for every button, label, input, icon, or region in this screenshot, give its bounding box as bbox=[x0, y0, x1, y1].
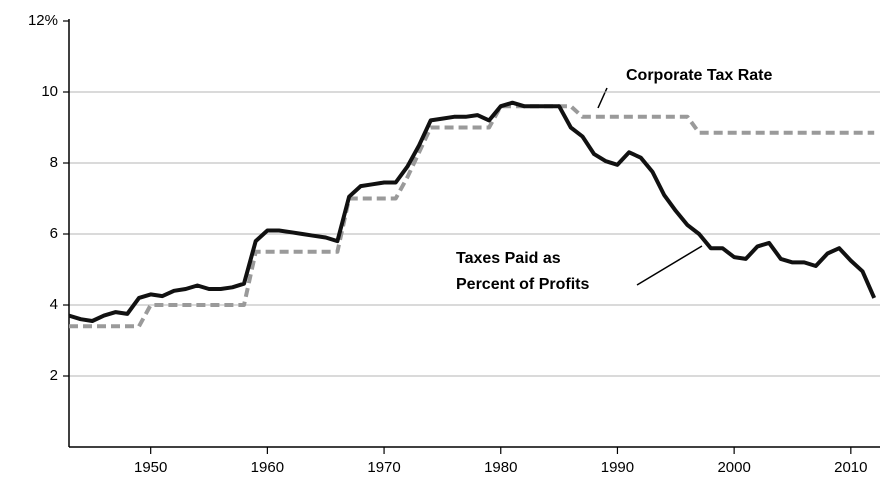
series-line bbox=[68, 100, 877, 323]
leader-line bbox=[636, 245, 703, 286]
y-tick-label: 4 bbox=[50, 296, 58, 313]
x-tick-label: 1980 bbox=[484, 459, 517, 476]
y-tick-label: 12% bbox=[28, 12, 58, 29]
annotation: Taxes Paid as bbox=[456, 250, 561, 267]
y-tick-label: 8 bbox=[50, 154, 58, 171]
leader-line bbox=[597, 87, 608, 109]
y-tick-label: 2 bbox=[50, 367, 58, 384]
x-tick-label: 2010 bbox=[834, 459, 867, 476]
annotation: Corporate Tax Rate bbox=[626, 67, 773, 84]
annotation: Percent of Profits bbox=[456, 276, 589, 293]
x-tick-label: 2000 bbox=[717, 459, 750, 476]
y-tick-label: 6 bbox=[50, 225, 58, 242]
x-tick-label: 1970 bbox=[367, 459, 400, 476]
x-tick-label: 1960 bbox=[251, 459, 284, 476]
series-line bbox=[69, 104, 875, 329]
x-tick-label: 1990 bbox=[601, 459, 634, 476]
x-tick-label: 1950 bbox=[134, 459, 167, 476]
y-tick-label: 10 bbox=[41, 83, 58, 100]
